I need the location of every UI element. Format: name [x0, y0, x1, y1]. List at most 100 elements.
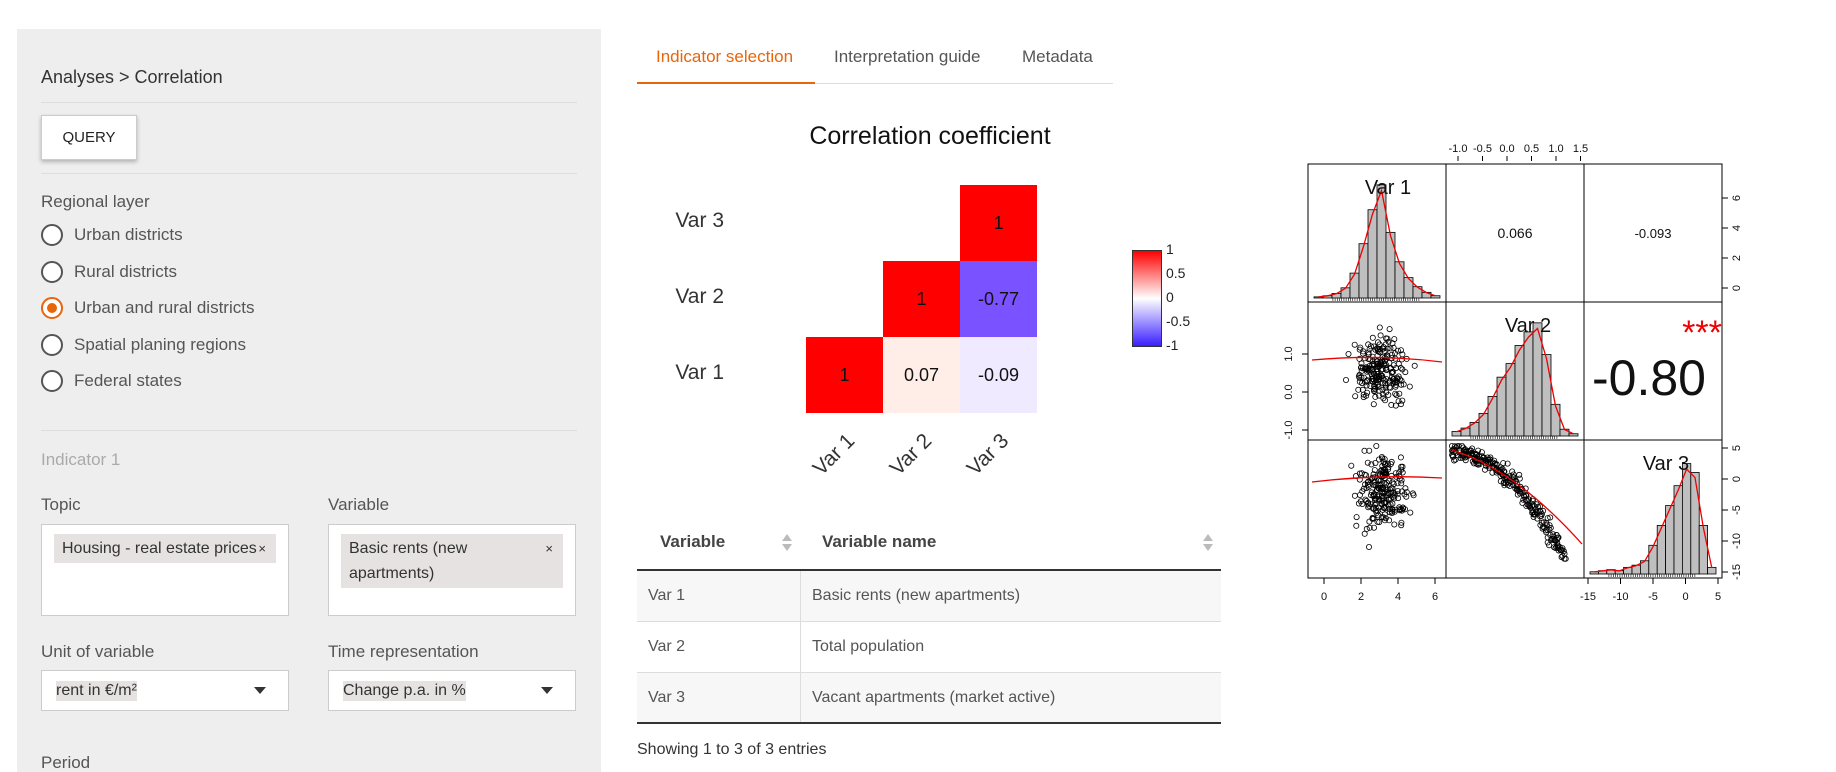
scatter-point	[1466, 447, 1473, 454]
histogram-bar	[1394, 261, 1405, 299]
column-divider	[800, 622, 801, 672]
diagonal-label-var-2: Var 2	[1505, 315, 1551, 337]
density-curve	[1456, 327, 1574, 435]
scatter-point	[1397, 364, 1404, 371]
time-representation-select[interactable]: Change p.a. in %	[328, 670, 576, 711]
scatter-point	[1522, 496, 1529, 503]
scatter-point	[1361, 365, 1368, 372]
axis-tick-label: 0	[1731, 285, 1743, 291]
scatter-point	[1540, 507, 1547, 514]
histogram-bar	[1698, 525, 1709, 575]
scatter-point	[1374, 361, 1381, 368]
scatter-point	[1392, 402, 1399, 409]
diagonal-label-var-1: Var 1	[1365, 177, 1411, 199]
scatter-point	[1526, 503, 1533, 510]
scatter-point	[1558, 547, 1565, 554]
radio-urban-districts[interactable]: Urban districts	[41, 222, 183, 248]
radio-unchecked-icon[interactable]	[41, 370, 63, 392]
column-label-var-3: Var 3	[962, 429, 1014, 480]
scatter-point	[1392, 390, 1399, 397]
scatter-point	[1411, 362, 1418, 369]
scatter-point	[1396, 390, 1403, 397]
scatter-points	[1343, 324, 1418, 409]
scatter-point	[1544, 526, 1551, 533]
column-divider	[800, 571, 801, 621]
tab-interpretation-guide[interactable]: Interpretation guide	[834, 47, 981, 66]
axis-tick-label: -10	[1613, 591, 1629, 600]
scatter-point	[1394, 480, 1401, 487]
scatter-point	[1383, 375, 1390, 382]
scatter-point	[1544, 515, 1551, 522]
correlation-cell: 1	[960, 185, 1037, 261]
chevron-down-icon	[254, 687, 266, 694]
scatter-point	[1362, 496, 1369, 503]
tab-metadata[interactable]: Metadata	[1022, 47, 1093, 66]
axis-tick-label: 4	[1731, 225, 1743, 231]
scatter-point	[1400, 381, 1407, 388]
scatter-point	[1547, 514, 1554, 521]
column-header-variable[interactable]: Variable	[660, 532, 726, 551]
column-label-var-1: Var 1	[808, 429, 860, 480]
radio-unchecked-icon[interactable]	[41, 260, 63, 283]
radio-rural-districts[interactable]: Rural districts	[41, 259, 177, 285]
scatter-point	[1369, 378, 1376, 385]
scatter-point	[1536, 513, 1543, 520]
scatter-point	[1356, 346, 1363, 353]
scatter-point	[1370, 401, 1377, 408]
tab-indicator-selection[interactable]: Indicator selection	[656, 47, 794, 66]
radio-unchecked-icon[interactable]	[41, 224, 63, 246]
scatter-point	[1386, 326, 1393, 333]
axis-tick-label: 0.0	[1283, 384, 1295, 399]
scatter-point	[1398, 507, 1405, 514]
correlation-cell: -0.77	[960, 261, 1037, 337]
unit-select[interactable]: rent in €/m²	[41, 670, 289, 711]
topic-select[interactable]: Housing - real estate prices ×	[41, 524, 289, 616]
axis-tick-label: 5	[1731, 445, 1743, 451]
sort-icon[interactable]	[1203, 534, 1213, 552]
remove-topic-icon[interactable]: ×	[258, 541, 266, 556]
remove-variable-icon[interactable]: ×	[545, 541, 553, 556]
scatter-point	[1386, 377, 1393, 384]
query-button[interactable]: QUERY	[41, 115, 137, 160]
scatter-point	[1372, 393, 1379, 400]
legend-tick-label: 0	[1166, 289, 1174, 305]
scatter-point	[1361, 355, 1368, 362]
scatter-point	[1385, 490, 1392, 497]
scatter-point	[1399, 469, 1406, 476]
scatter-point	[1553, 543, 1560, 550]
histogram-bar	[1367, 209, 1378, 299]
variables-table: Variable Variable name Var 1 Basic rents …	[637, 514, 1221, 724]
radio-spatial-planing-regions[interactable]: Spatial planing regions	[41, 332, 246, 358]
scatter-point	[1397, 347, 1404, 354]
scatter-point	[1399, 366, 1406, 373]
scatter-point	[1389, 506, 1396, 513]
correlation-value: -0.093	[1635, 226, 1672, 241]
sort-icon[interactable]	[782, 534, 792, 552]
radio-checked-icon[interactable]	[41, 297, 63, 319]
histogram-bar	[1514, 345, 1525, 437]
variable-select[interactable]: Basic rents (new apartments) ×	[328, 524, 576, 616]
radio-unchecked-icon[interactable]	[41, 333, 63, 356]
radio-urban-and-rural-districts[interactable]: Urban and rural districts	[41, 295, 254, 321]
column-header-variable-name[interactable]: Variable name	[822, 532, 937, 551]
scatter-point	[1364, 389, 1371, 396]
scatter-point	[1450, 446, 1457, 453]
legend-tick-label: -0.5	[1166, 313, 1191, 329]
scatter-point	[1358, 360, 1365, 367]
histogram-bar	[1559, 428, 1570, 437]
scatter-point	[1398, 522, 1405, 529]
scatter-point	[1343, 376, 1350, 383]
scatter-points	[1448, 442, 1569, 562]
scatter-point	[1383, 366, 1390, 373]
variable-label: Variable	[328, 495, 390, 514]
scatter-point	[1374, 382, 1381, 389]
scatter-point	[1364, 459, 1371, 466]
axis-tick-label: 0.5	[1524, 143, 1539, 155]
radio-federal-states[interactable]: Federal states	[41, 368, 182, 394]
scatter-point	[1378, 372, 1385, 379]
loess-line	[1311, 356, 1443, 363]
scatter-point	[1532, 506, 1539, 513]
scatter-point	[1478, 449, 1485, 456]
scatter-point	[1504, 481, 1511, 488]
